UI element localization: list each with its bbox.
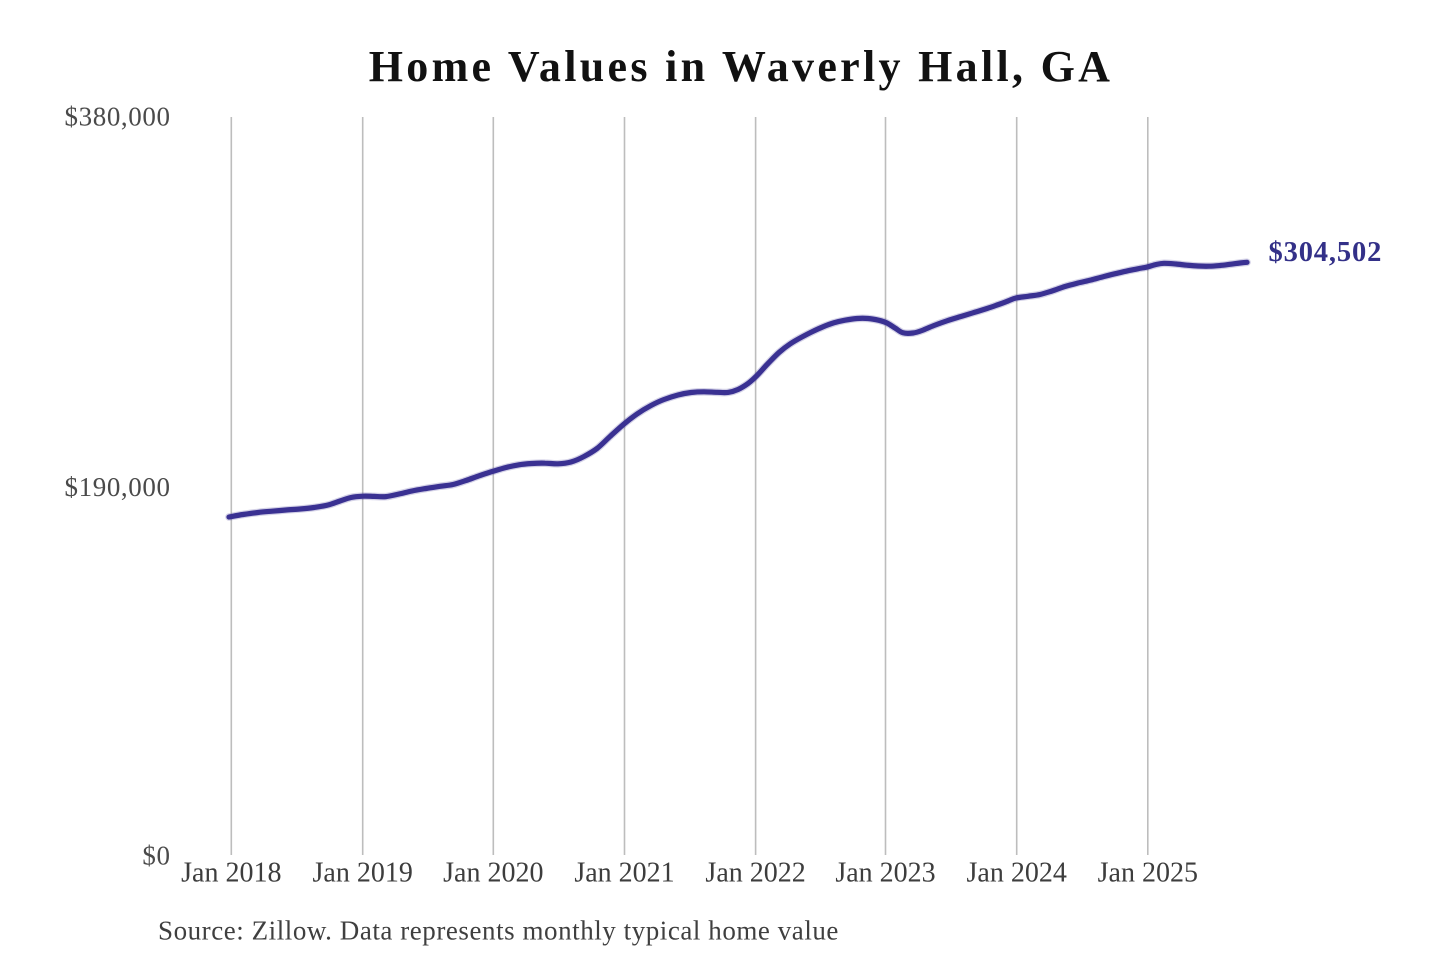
svg-text:Jan 2021: Jan 2021 <box>574 858 674 889</box>
svg-text:Jan 2019: Jan 2019 <box>313 858 413 889</box>
svg-text:Jan 2023: Jan 2023 <box>835 858 935 889</box>
svg-text:$380,000: $380,000 <box>65 102 171 132</box>
svg-text:Jan 2018: Jan 2018 <box>181 858 281 889</box>
svg-text:Jan 2025: Jan 2025 <box>1098 858 1198 889</box>
svg-text:$304,502: $304,502 <box>1269 237 1383 268</box>
svg-text:$190,000: $190,000 <box>65 472 171 502</box>
svg-text:$0: $0 <box>142 841 170 871</box>
svg-text:Source: Zillow. Data represent: Source: Zillow. Data represents monthly … <box>158 916 839 946</box>
svg-text:Home Values in Waverly Hall, G: Home Values in Waverly Hall, GA <box>369 42 1113 91</box>
svg-text:Jan 2024: Jan 2024 <box>967 858 1067 889</box>
svg-text:Jan 2022: Jan 2022 <box>705 858 805 889</box>
svg-text:Jan 2020: Jan 2020 <box>443 858 543 889</box>
